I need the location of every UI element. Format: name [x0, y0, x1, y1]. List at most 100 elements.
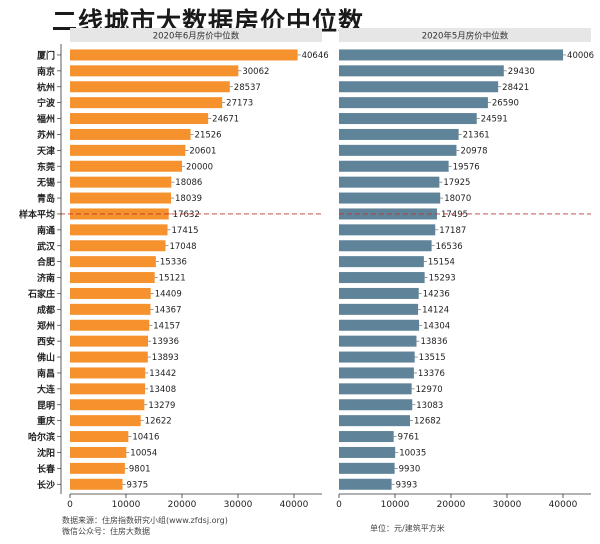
x-tick-label: 0 [336, 500, 342, 510]
value-label: 20601 [189, 146, 216, 156]
source-note: 数据来源：住房指数研究小组(www.zfdsj.org) [62, 516, 228, 525]
value-label: 18070 [444, 194, 471, 204]
value-label: 17925 [443, 178, 470, 188]
bar-苏州 [70, 128, 191, 140]
x-tick-label: 20000 [437, 500, 466, 510]
value-label: 29430 [508, 67, 535, 77]
value-label: 14367 [154, 305, 181, 315]
bar-成都 [339, 303, 419, 315]
x-tick-label: 30000 [493, 500, 522, 510]
bar-哈尔滨 [70, 431, 129, 443]
value-label: 13515 [419, 353, 446, 363]
panel-bg-2 [339, 44, 591, 494]
bar-石家庄 [339, 287, 419, 299]
bar-长沙 [70, 478, 123, 490]
value-label: 21526 [195, 130, 222, 140]
value-label: 40006 [567, 51, 594, 61]
bar-无锡 [70, 176, 172, 188]
bar-重庆 [339, 415, 411, 427]
x-tick-label: 30000 [224, 500, 253, 510]
category-label: 沈阳 [37, 447, 55, 459]
bar-无锡 [339, 176, 440, 188]
category-label: 成都 [37, 304, 55, 316]
value-label: 28537 [234, 83, 261, 93]
value-label: 13279 [148, 401, 175, 411]
value-label: 9801 [129, 464, 151, 474]
value-label: 40646 [302, 51, 329, 61]
category-label: 佛山 [36, 352, 55, 364]
bar-青岛 [339, 192, 441, 204]
category-label: 天津 [37, 145, 55, 157]
x-tick-label: 0 [67, 500, 73, 510]
value-label: 14236 [423, 289, 450, 299]
value-label: 12682 [414, 417, 441, 427]
bar-济南 [339, 272, 425, 284]
bar-西安 [70, 335, 149, 347]
value-label: 17495 [441, 210, 468, 220]
value-label: 13836 [420, 337, 447, 347]
value-label: 15121 [159, 274, 186, 284]
bar-东莞 [70, 160, 182, 172]
bar-武汉 [70, 240, 166, 252]
bar-郑州 [339, 319, 420, 331]
value-label: 24591 [481, 115, 508, 125]
bar-杭州 [70, 81, 230, 93]
x-tick-label: 10000 [112, 500, 141, 510]
value-label: 9393 [396, 480, 418, 490]
value-label: 14124 [422, 305, 449, 315]
category-label: 东莞 [37, 161, 55, 173]
bar-长春 [339, 462, 395, 474]
category-label: 重庆 [37, 415, 55, 427]
bar-厦门 [70, 49, 298, 61]
bar-南昌 [339, 367, 414, 379]
value-label: 12970 [416, 385, 443, 395]
category-label: 郑州 [37, 320, 55, 332]
value-label: 10035 [399, 448, 426, 458]
category-label: 石家庄 [27, 288, 55, 300]
value-label: 21361 [463, 130, 490, 140]
value-label: 27173 [226, 99, 253, 109]
bar-合肥 [339, 256, 424, 268]
value-label: 13376 [418, 369, 445, 379]
category-label: 长沙 [37, 479, 55, 491]
value-label: 13408 [149, 385, 176, 395]
value-label: 16536 [436, 242, 463, 252]
bar-南通 [339, 224, 436, 236]
value-label: 13936 [152, 337, 179, 347]
value-label: 15154 [428, 258, 455, 268]
panel-title-1: 2020年6月房价中位数 [153, 31, 240, 42]
bar-宁波 [339, 97, 488, 109]
bar-重庆 [70, 415, 141, 427]
category-label: 厦门 [37, 49, 55, 61]
value-label: 20000 [186, 162, 213, 172]
panel-header-1 [70, 28, 322, 42]
bar-南昌 [70, 367, 146, 379]
bar-杭州 [339, 81, 499, 93]
x-tick-label: 20000 [168, 500, 197, 510]
bar-苏州 [339, 128, 459, 140]
value-label: 14409 [155, 289, 182, 299]
category-label: 福州 [36, 113, 55, 125]
value-label: 14157 [153, 321, 180, 331]
category-label: 西安 [37, 336, 55, 348]
category-label: 大连 [37, 383, 56, 395]
bar-长春 [70, 462, 125, 474]
x-tick-label: 40000 [549, 500, 578, 510]
category-label: 无锡 [36, 177, 55, 189]
value-label: 17415 [172, 226, 199, 236]
x-tick-label: 40000 [280, 500, 309, 510]
category-label: 昆明 [37, 400, 55, 411]
value-label: 9761 [398, 433, 420, 443]
value-label: 18039 [175, 194, 202, 204]
bar-石家庄 [70, 287, 151, 299]
bar-南通 [70, 224, 168, 236]
value-label: 13893 [152, 353, 179, 363]
bar-合肥 [70, 256, 156, 268]
bar-昆明 [70, 399, 145, 411]
value-label: 17048 [169, 242, 196, 252]
value-label: 14304 [423, 321, 450, 331]
bar-天津 [70, 144, 186, 156]
bar-南京 [70, 65, 239, 77]
bar-沈阳 [339, 446, 396, 458]
bar-南京 [339, 65, 504, 77]
